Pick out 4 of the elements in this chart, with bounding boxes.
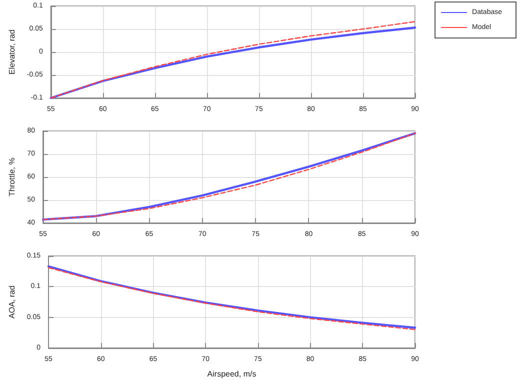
y-axis-title: AOA, rad — [8, 286, 16, 318]
x-axis-title: Airspeed, m/s — [207, 370, 256, 378]
y-axis-title: Elevator, rad — [8, 30, 16, 74]
y-axis-title: Throttle, % — [8, 158, 16, 196]
